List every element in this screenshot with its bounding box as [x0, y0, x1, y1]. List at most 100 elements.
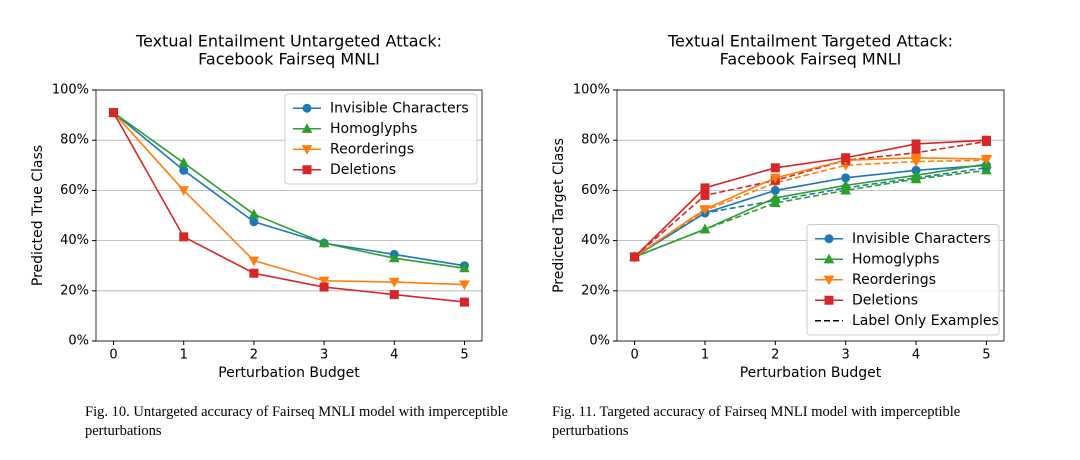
marker: [910, 169, 922, 180]
marker: [911, 139, 921, 149]
marker: [459, 297, 469, 307]
series-line: [112, 112, 465, 303]
x-tick-label: 4: [912, 348, 920, 363]
y-tick-label: 100%: [573, 83, 610, 98]
marker: [840, 184, 852, 195]
marker: [179, 165, 189, 175]
y-axis-label: Predicted Target Class: [551, 138, 567, 293]
y-tick-label: 20%: [581, 283, 610, 298]
legend-label: Label Only Examples: [852, 313, 999, 329]
marker: [769, 192, 781, 203]
marker: [823, 253, 835, 264]
marker: [248, 256, 260, 267]
legend-label: Invisible Characters: [852, 231, 991, 247]
marker: [178, 157, 190, 167]
marker: [179, 232, 189, 242]
x-tick-label: 0: [109, 348, 117, 363]
legend-label: Homoglyphs: [330, 121, 417, 137]
marker: [301, 145, 313, 155]
y-axis-label: Predicted True Class: [30, 145, 46, 286]
marker: [824, 295, 834, 305]
legend-label: Deletions: [852, 292, 918, 308]
marker: [388, 252, 400, 263]
x-tick-label: 3: [320, 348, 328, 363]
marker: [109, 108, 119, 118]
marker: [823, 275, 835, 286]
caption: Fig. 10. Untargeted accuracy of Fairseq …: [85, 404, 508, 439]
chart-title: Facebook Fairseq MNLI: [198, 50, 380, 69]
series-line: [634, 139, 987, 258]
caption: Fig. 11. Targeted accuracy of Fairseq MN…: [552, 404, 961, 439]
marker: [769, 173, 781, 184]
legend-label: Invisible Characters: [330, 100, 469, 116]
marker: [318, 276, 330, 287]
x-tick-label: 5: [982, 348, 990, 363]
series-line: [634, 163, 987, 258]
marker: [841, 153, 851, 163]
marker: [981, 135, 991, 145]
y-tick-label: 0%: [68, 334, 89, 349]
y-tick-label: 0%: [589, 334, 610, 349]
legend-label: Reorderings: [330, 141, 414, 157]
marker: [459, 262, 470, 273]
marker: [302, 103, 312, 113]
marker: [630, 252, 640, 262]
x-tick-label: 1: [180, 348, 188, 363]
chart-title: Facebook Fairseq MNLI: [720, 50, 902, 69]
chart-title: Textual Entailment Untargeted Attack:: [135, 32, 442, 51]
x-tick-label: 1: [701, 348, 709, 363]
series-line: [113, 111, 465, 267]
marker: [700, 183, 710, 193]
legend-label: Deletions: [330, 162, 396, 178]
marker: [910, 153, 922, 164]
series-line: [634, 167, 987, 258]
plot-frame: [616, 89, 1005, 342]
marker: [770, 163, 780, 173]
series-line: [634, 164, 987, 258]
legend-box: [806, 224, 1000, 336]
marker: [178, 186, 190, 196]
y-tick-label: 40%: [581, 233, 610, 248]
legend-label: Reorderings: [852, 272, 936, 288]
x-tick-label: 4: [390, 348, 398, 363]
marker: [388, 277, 400, 288]
y-tick-label: 60%: [581, 183, 610, 198]
y-tick-label: 40%: [60, 233, 89, 248]
chart-title: Textual Entailment Targeted Attack:: [667, 32, 953, 51]
marker: [981, 164, 992, 175]
legend-box: [284, 93, 478, 185]
legend-label: Homoglyphs: [852, 251, 939, 267]
x-axis-label: Perturbation Budget: [218, 365, 360, 381]
series-line: [634, 156, 987, 258]
y-tick-label: 80%: [60, 133, 89, 148]
x-tick-label: 2: [250, 348, 258, 363]
x-tick-label: 2: [771, 348, 779, 363]
marker: [301, 123, 313, 133]
y-tick-label: 20%: [60, 283, 89, 298]
marker: [319, 282, 329, 292]
x-axis-label: Perturbation Budget: [740, 365, 882, 381]
marker: [318, 237, 330, 248]
series-line: [634, 140, 987, 258]
marker: [699, 223, 711, 234]
marker: [249, 268, 259, 278]
marker: [824, 234, 834, 244]
x-tick-label: 3: [842, 348, 850, 363]
marker: [389, 290, 399, 300]
plot-frame: [95, 89, 483, 342]
marker: [248, 208, 260, 219]
x-tick-label: 5: [460, 348, 468, 363]
series-line: [112, 112, 465, 286]
y-tick-label: 80%: [581, 133, 610, 148]
marker: [700, 190, 710, 200]
marker: [459, 280, 470, 291]
x-tick-label: 0: [630, 348, 638, 363]
marker: [699, 205, 711, 215]
marker: [769, 197, 781, 208]
marker: [302, 165, 312, 175]
series-line: [113, 111, 465, 270]
y-tick-label: 60%: [60, 183, 89, 198]
marker: [840, 179, 852, 190]
